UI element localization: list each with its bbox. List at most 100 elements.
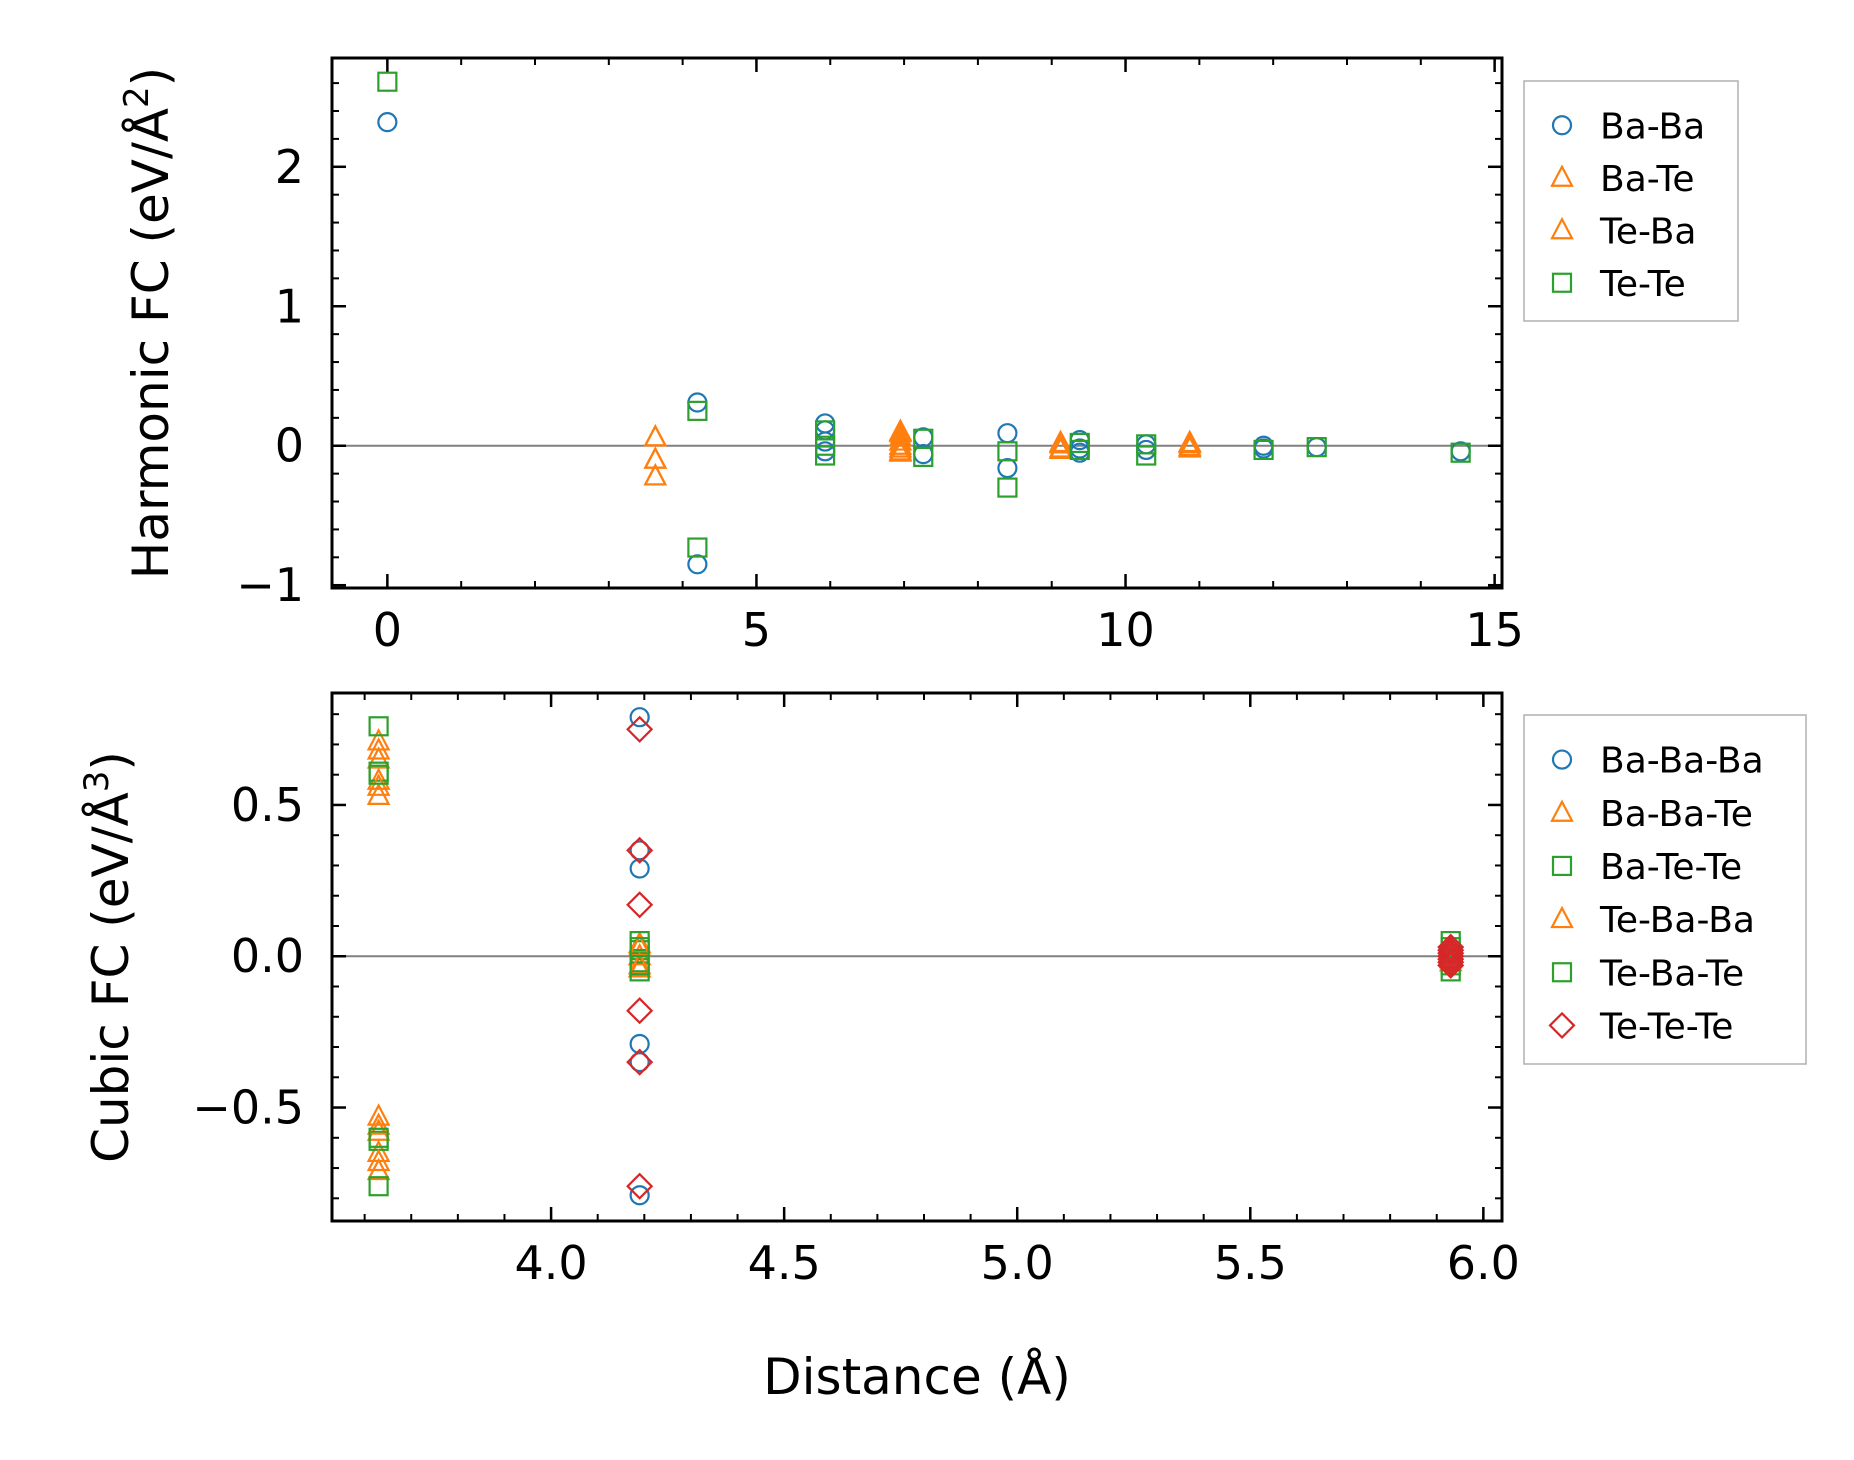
point-Te-Ba <box>643 424 668 447</box>
point-Te-Te <box>687 537 708 558</box>
legend-label-Te-Te-Te: Te-Te-Te <box>1599 1006 1733 1047</box>
point-Te-Te <box>687 400 708 421</box>
cubic-legend-box <box>1523 714 1807 1065</box>
point-Te-Te-Te <box>626 891 654 919</box>
point-Te-Ba <box>643 463 668 486</box>
legend-marker-Ba-Ba <box>1551 115 1573 136</box>
harmonic-ytick-label: 2 <box>275 140 304 194</box>
point-Te-Te <box>913 446 934 467</box>
cubic-xtick-label: 4.5 <box>748 1236 821 1290</box>
legend-marker-Te-Ba-Te <box>1551 962 1573 983</box>
cubic-xtick-label: 6.0 <box>1447 1236 1520 1290</box>
point-Te-Ba-Ba <box>366 737 391 760</box>
harmonic-ytick-label: 1 <box>275 279 304 333</box>
legend-item-Te-Ba-Te: Te-Ba-Te <box>1551 953 1744 994</box>
legend-marker-Te-Ba <box>1550 216 1574 240</box>
harmonic-xtick-label: 10 <box>1096 603 1155 657</box>
legend-label-Ba-Te: Ba-Te <box>1600 159 1694 200</box>
harmonic-plot-area <box>332 58 1502 588</box>
legend-label-Ba-Ba: Ba-Ba <box>1600 106 1705 147</box>
point-Ba-Ba <box>377 112 398 133</box>
point-Te-Te <box>1136 434 1157 455</box>
point-Te-Te <box>997 441 1018 462</box>
point-Ba-Ba <box>997 457 1018 479</box>
legend-item-Te-Ba: Te-Ba <box>1550 211 1697 252</box>
point-Te-Te-Te <box>626 715 654 743</box>
cubic-xtick-label: 4.0 <box>515 1236 588 1290</box>
point-Te-Ba-Ba <box>366 1148 391 1172</box>
point-Te-Te-Te <box>1437 945 1465 973</box>
point-Ba-Ba-Ba <box>629 1052 650 1073</box>
harmonic-data-points <box>377 71 1471 575</box>
legend-item-Ba-Ba: Ba-Ba <box>1551 106 1705 147</box>
harmonic-xtick-label: 15 <box>1465 603 1524 657</box>
harmonic-xtick-label: 0 <box>373 603 402 657</box>
legend-item-Ba-Ba-Ba: Ba-Ba-Ba <box>1551 741 1764 782</box>
point-Te-Ba <box>1048 430 1073 454</box>
cubic-xtick-label: 5.5 <box>1214 1236 1287 1290</box>
point-Te-Ba-Te <box>368 1127 389 1148</box>
series-Te-Ba <box>643 418 1202 486</box>
point-Te-Ba-Te <box>368 764 389 785</box>
point-Te-Ba <box>888 424 913 447</box>
point-Te-Ba-Ba <box>366 1112 391 1135</box>
harmonic-panel: 0 5 10 15 −1 0 1 2 Harmonic FC (eV/Å2) <box>117 56 1524 657</box>
point-Te-Te-Te <box>626 1172 654 1200</box>
cubic-ytick-label: 0.5 <box>231 778 304 832</box>
point-Ba-Te-Te <box>368 1176 389 1197</box>
cubic-panel: 4.0 4.5 5.0 5.5 6.0 −0.5 0.0 0.5 Cubic FC (eV/Å… <box>77 691 1520 1290</box>
point-Ba-Ba-Te <box>366 1103 391 1126</box>
point-Te-Ba <box>1048 436 1073 460</box>
point-Te-Te-Te <box>626 836 654 864</box>
point-Ba-Te <box>888 435 913 458</box>
point-Te-Te-Te <box>626 1048 654 1076</box>
point-Te-Te <box>1450 442 1471 463</box>
point-Te-Te <box>1069 439 1090 461</box>
legend-label-Te-Ba: Te-Ba <box>1599 211 1697 252</box>
point-Te-Te-Te <box>626 997 654 1025</box>
cubic-ytick-label: −0.5 <box>192 1081 304 1135</box>
legend-label-Ba-Ba-Te: Ba-Ba-Te <box>1600 794 1753 835</box>
cubic-legend: Ba-Ba-Ba Ba-Ba-Te Ba-Te-Te Te-Ba-Ba Te-Ba-Te… <box>1523 714 1807 1065</box>
legend-item-Ba-Te-Te: Ba-Te-Te <box>1551 847 1742 888</box>
point-Te-Te <box>997 477 1018 498</box>
point-Te-Te <box>814 445 836 466</box>
legend-label-Te-Ba-Ba: Te-Ba-Ba <box>1599 900 1755 941</box>
series-Te-Te <box>377 71 1471 558</box>
harmonic-ylabel: Harmonic FC (eV/Å2) <box>117 67 180 579</box>
legend-item-Te-Ba-Ba: Te-Ba-Ba <box>1550 900 1755 941</box>
harmonic-ticks: 0 5 10 15 −1 0 1 2 <box>236 58 1524 657</box>
point-Te-Te-Te <box>1437 933 1465 961</box>
cubic-axes-frame <box>330 691 1504 1223</box>
cubic-legend-items: Ba-Ba-Ba Ba-Ba-Te Ba-Te-Te Te-Ba-Ba Te-Ba-Te… <box>1548 741 1764 1047</box>
point-Ba-Ba-Ba <box>629 1185 650 1206</box>
legend-label-Ba-Te-Te: Ba-Te-Te <box>1600 847 1742 888</box>
x-axis-label: Distance (Å) <box>763 1348 1071 1406</box>
harmonic-ytick-label: −1 <box>236 558 304 612</box>
cubic-xtick-label: 5.0 <box>981 1236 1054 1290</box>
legend-marker-Ba-Ba-Ba <box>1551 749 1573 770</box>
point-Te-Te <box>814 420 836 441</box>
point-Te-Ba-Ba <box>366 773 391 796</box>
point-Ba-Ba-Ba <box>629 858 650 879</box>
legend-label-Ba-Ba-Ba: Ba-Ba-Ba <box>1600 741 1764 782</box>
legend-label-Te-Te: Te-Te <box>1599 264 1686 305</box>
point-Te-Ba <box>888 432 913 455</box>
point-Te-Te-Te <box>1437 936 1465 964</box>
point-Ba-Ba-Te <box>366 767 391 790</box>
point-Te-Te-Te <box>1437 942 1465 970</box>
legend-item-Ba-Ba-Te: Ba-Ba-Te <box>1550 794 1753 835</box>
legend-label-Te-Ba-Te: Te-Ba-Te <box>1599 953 1744 994</box>
point-Te-Ba <box>1177 430 1202 454</box>
point-Te-Te <box>1253 439 1274 461</box>
point-Te-Te <box>1136 445 1157 466</box>
point-Te-Te-Te <box>1437 948 1465 976</box>
point-Ba-Ba <box>687 554 708 575</box>
point-Te-Te <box>1306 437 1327 458</box>
point-Te-Ba <box>888 437 913 461</box>
legend-marker-Ba-Ba-Te <box>1550 799 1574 822</box>
point-Te-Te <box>377 71 398 92</box>
legend-marker-Te-Ba-Ba <box>1550 905 1574 929</box>
legend-marker-Te-Te <box>1551 272 1573 293</box>
